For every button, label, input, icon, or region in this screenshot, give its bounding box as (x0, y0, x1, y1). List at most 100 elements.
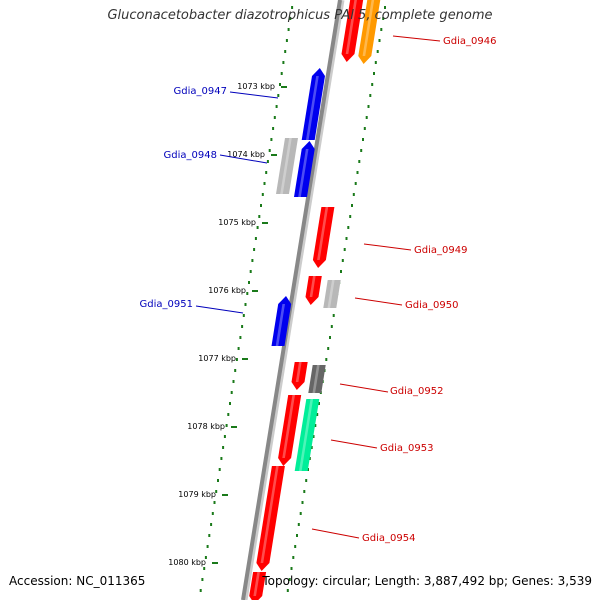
guide-dot (218, 468, 221, 471)
guide-dot (305, 479, 308, 482)
guide-dot (345, 237, 348, 240)
gene-feature-highlight (345, 0, 357, 54)
gene-feature-gene-0953-other (294, 399, 320, 471)
guide-dot (360, 149, 363, 152)
guide-dot (301, 501, 304, 504)
scale-tick-label: 1078 kbp (187, 422, 225, 431)
gene-label-text: Gdia_0948 (164, 150, 217, 161)
guide-dot (285, 39, 288, 42)
guide-dot (374, 61, 377, 64)
guide-dot (369, 94, 372, 97)
guide-dot (227, 413, 230, 416)
gene-label-gdia_0950: Gdia_0950 (354, 297, 458, 311)
gene-feature-gene-0954 (256, 466, 285, 571)
gene-feature-gene-b (358, 0, 381, 64)
guide-dot (292, 556, 295, 559)
guide-dot (367, 105, 370, 108)
guide-dot (217, 479, 219, 482)
scale-tick-label: 1080 kbp (168, 558, 206, 567)
guide-dot (204, 556, 207, 559)
gene-label-leader (339, 383, 389, 393)
gene-label-text: Gdia_0954 (362, 533, 415, 544)
guide-dot (365, 116, 368, 119)
gene-feature-body (249, 572, 267, 600)
guide-dot (378, 39, 381, 42)
backbone-line (241, 0, 342, 600)
guide-dot (327, 347, 330, 350)
gene-label-text: Gdia_0953 (380, 443, 433, 454)
guide-dot (380, 28, 383, 31)
guide-dot (266, 160, 269, 163)
scale-tick-mark (231, 426, 237, 428)
guide-dot (244, 303, 247, 306)
guide-dot (277, 94, 280, 97)
scale-tick-label: 1077 kbp (198, 354, 236, 363)
guide-dot (201, 578, 204, 581)
gene-feature-highlight (299, 399, 314, 471)
gene-feature-body (358, 0, 381, 64)
guide-dot (258, 215, 261, 218)
guide-dot (253, 248, 256, 251)
gene-label-gdia_0947: Gdia_0947 (174, 86, 279, 99)
guide-dot (211, 512, 214, 515)
guide-dot (275, 105, 278, 108)
gene-labels: Gdia_0946 Gdia_0947 Gdia_0948 Gdia_0949 Gdia… (140, 35, 496, 544)
gene-feature-gene-0948 (294, 141, 315, 197)
gene-feature-gene-a (341, 0, 364, 62)
gene-feature-gene-0948-pseudo (276, 138, 298, 194)
gene-label-gdia_0948: Gdia_0948 (164, 150, 268, 164)
guide-dot (349, 215, 352, 218)
guide-dot (297, 523, 300, 526)
guide-dot (363, 127, 366, 130)
gene-label-leader (195, 305, 244, 314)
guide-dot (268, 149, 271, 152)
gene-feature-gene-0950-pseudo (323, 280, 341, 308)
scale-tick-mark (252, 290, 258, 292)
guide-dot (362, 138, 364, 141)
gene-label-leader (229, 91, 279, 99)
scale-tick-label: 1073 kbp (237, 82, 275, 91)
guide-dot (318, 402, 320, 405)
gene-label-text: Gdia_0952 (390, 386, 443, 397)
guide-dot (203, 567, 206, 570)
guide-dot (199, 589, 202, 592)
gene-label-gdia_0949: Gdia_0949 (363, 243, 467, 256)
gene-label-leader (363, 243, 412, 251)
scale-tick-mark (262, 222, 268, 224)
guide-dot (230, 391, 233, 394)
guide-dot (279, 83, 281, 86)
guide-dot (351, 204, 353, 207)
gene-label-leader (392, 35, 441, 42)
gene-feature-gene-0953 (278, 395, 302, 466)
gene-feature-gene-0950 (305, 276, 322, 305)
gene-feature-highlight (260, 466, 279, 563)
guide-dot (325, 358, 328, 361)
gene-label-text: Gdia_0949 (414, 245, 467, 256)
guide-dot (222, 446, 225, 449)
gene-feature-highlight (362, 0, 375, 56)
scale-tick-label: 1075 kbp (218, 218, 256, 227)
guide-dot (241, 325, 244, 328)
gene-feature-gene-tail (249, 572, 267, 600)
guide-dot (260, 204, 262, 207)
gene-feature-gene-0951 (271, 296, 292, 346)
guide-dot (270, 138, 273, 141)
gene-label-text: Gdia_0946 (443, 36, 496, 47)
guide-dot (290, 567, 293, 570)
scale-tick-label: 1076 kbp (208, 286, 246, 295)
guide-dot (282, 61, 285, 64)
guide-dot (356, 171, 359, 174)
gene-feature-body (305, 276, 322, 305)
guide-dot (223, 435, 226, 438)
gene-label-gdia_0953: Gdia_0953 (330, 439, 433, 454)
guide-dot (291, 6, 294, 9)
guide-dot (352, 193, 355, 196)
guide-dot (235, 358, 238, 361)
guide-dot (310, 446, 313, 449)
gene-feature-gene-0949 (312, 207, 335, 268)
gene-feature-highlight (275, 304, 285, 346)
gene-features (249, 0, 381, 600)
guide-dot (215, 490, 218, 493)
accession-text: Accession: NC_011365 (9, 574, 146, 588)
